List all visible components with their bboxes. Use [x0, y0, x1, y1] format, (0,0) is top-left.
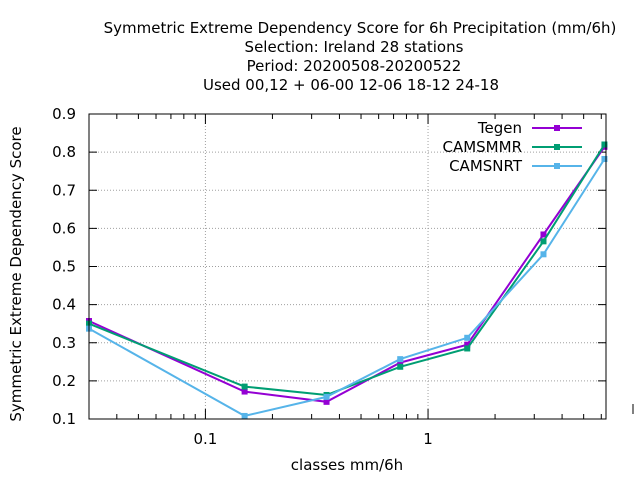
y-axis-label: Symmetric Extreme Dependency Score	[7, 126, 25, 421]
grid	[89, 114, 606, 419]
data-point-tegen	[397, 359, 404, 366]
data-point-camsmmr	[464, 345, 471, 352]
plot-frame	[88, 113, 607, 420]
y-tick-label: 0.5	[52, 258, 76, 276]
legend-label-camsnrt: CAMSNRT	[449, 157, 523, 175]
y-tick-label: 0.6	[52, 219, 76, 237]
legend-marker-camsmmr	[554, 144, 560, 150]
series-line-tegen	[88, 146, 606, 403]
y-tick-label: 0.9	[52, 105, 76, 123]
legend-label-camsmmr: CAMSMMR	[442, 138, 522, 156]
data-point-tegen	[323, 398, 330, 405]
data-point-camsnrt	[540, 251, 547, 258]
data-point-camsnrt	[464, 334, 471, 341]
legend-label-tegen: Tegen	[477, 119, 522, 137]
chart-title: Symmetric Extreme Dependency Score for 6…	[104, 19, 617, 94]
data-point-camsmmr	[241, 383, 248, 390]
legend-marker-tegen	[554, 125, 560, 131]
series-group	[86, 141, 608, 419]
title-line-2: Selection: Ireland 28 stations	[245, 38, 464, 56]
x-tick-label: 0.1	[193, 430, 217, 448]
data-point-camsmmr	[397, 363, 404, 370]
y-tick-label: 0.4	[52, 296, 76, 314]
y-tick-label: 0.3	[52, 334, 76, 352]
data-point-tegen	[464, 341, 471, 348]
y-tick-label: 0.7	[52, 181, 76, 199]
data-point-camsnrt	[397, 356, 404, 363]
title-line-1: Symmetric Extreme Dependency Score for 6…	[104, 19, 617, 37]
y-tick-label: 0.1	[52, 410, 76, 428]
data-point-camsnrt	[601, 155, 608, 162]
legend-marker-camsnrt	[554, 163, 560, 169]
data-point-camsmmr	[540, 238, 547, 245]
series-line-camsmmr	[88, 143, 606, 397]
data-point-tegen	[241, 388, 248, 395]
axis-ticks: 0.1 0.2 0.3 0.4 0.5 0.6 0.7 0.8 0.9 0.1 1	[52, 105, 606, 448]
data-point-camsmmr	[601, 141, 608, 148]
y-tick-label: 0.8	[52, 143, 76, 161]
y-tick-label: 0.2	[52, 372, 76, 390]
title-line-3: Period: 20200508-20200522	[247, 57, 462, 75]
data-point-camsnrt	[241, 412, 248, 419]
data-point-camsnrt	[323, 393, 330, 400]
series-line-camsnrt	[88, 158, 606, 417]
data-point-tegen	[540, 231, 547, 238]
x-axis-label: classes mm/6h	[291, 456, 403, 474]
x-tick-label: 1	[423, 430, 433, 448]
title-line-4: Used 00,12 + 06-00 12-06 18-12 24-18	[203, 76, 499, 94]
